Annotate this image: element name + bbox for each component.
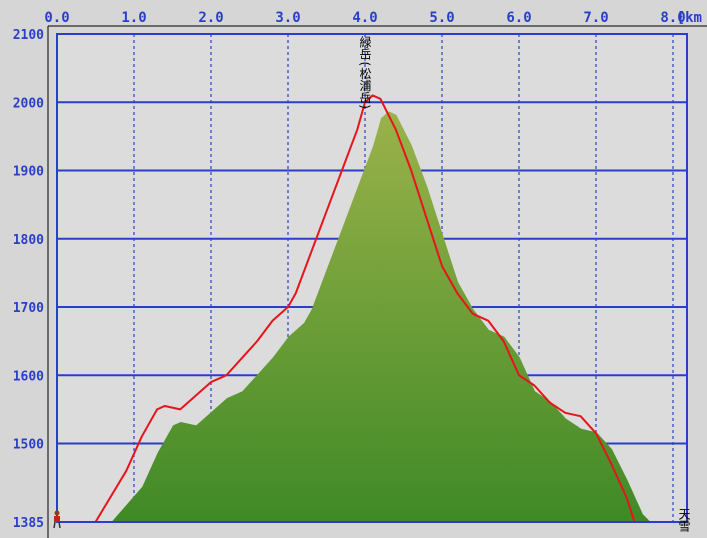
elevation-line <box>57 94 636 523</box>
x-tick-label: 3.0 <box>275 10 300 26</box>
y-tick-label: 1900 <box>13 165 44 180</box>
x-tick-label: 4.0 <box>352 10 377 26</box>
y-tick-label: 1385 <box>13 516 44 531</box>
waypoint-label: 緑岳(松浦岳) <box>358 35 372 111</box>
y-tick-label: 1600 <box>13 369 44 384</box>
plot-frame <box>56 33 688 523</box>
y-tick-label: 2000 <box>13 96 44 111</box>
y-tick-label: 1700 <box>13 301 44 316</box>
x-tick-label: 8.0 <box>660 10 685 26</box>
y-tick-label: 1500 <box>13 438 44 453</box>
hiker-icon <box>53 510 61 529</box>
x-unit-label: [km <box>677 10 702 26</box>
waypoint-label: 天雪 <box>677 508 691 533</box>
x-tick-label: 1.0 <box>121 10 146 26</box>
y-tick-label: 1800 <box>13 233 44 248</box>
x-tick-label: 5.0 <box>429 10 454 26</box>
x-tick-label: 2.0 <box>198 10 223 26</box>
elevation-area <box>73 111 651 522</box>
y-tick-label: 2100 <box>13 28 44 43</box>
x-tick-label: 7.0 <box>583 10 608 26</box>
x-tick-label: 6.0 <box>506 10 531 26</box>
x-tick-label: 0.0 <box>44 10 69 26</box>
